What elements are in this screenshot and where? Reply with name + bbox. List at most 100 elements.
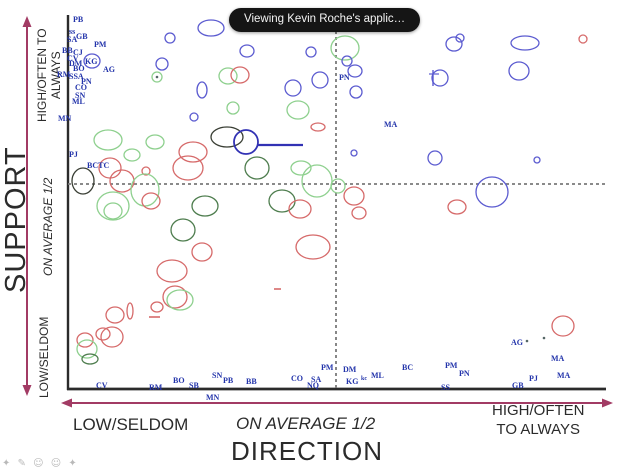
point-label: GB — [512, 381, 524, 390]
point-label: PB — [73, 15, 84, 24]
pencil-icon[interactable]: ✎ — [17, 458, 27, 469]
bubble — [166, 289, 194, 311]
point-label: BB — [246, 377, 257, 386]
point-label: AG — [103, 65, 115, 74]
bubble — [290, 160, 312, 176]
point-label: SN — [212, 371, 222, 380]
bubble — [150, 301, 164, 313]
viewing-toast: Viewing Kevin Roche's applic… — [229, 8, 421, 32]
point-label: SA — [311, 375, 321, 384]
bubble — [100, 326, 124, 348]
bubble — [164, 32, 176, 44]
bubble — [189, 112, 199, 122]
point-label: PN — [81, 77, 92, 86]
bubble — [230, 66, 250, 84]
bubble — [71, 167, 95, 195]
x-axis-title: DIRECTION — [231, 436, 383, 466]
point-label: MA — [384, 120, 398, 129]
bubble — [578, 34, 588, 44]
bubble — [510, 35, 540, 51]
point-label: BCTC — [87, 161, 109, 170]
bubble — [244, 156, 270, 180]
bubble — [350, 149, 358, 157]
bubble — [103, 202, 123, 220]
bubble — [343, 186, 365, 206]
point-label: ML — [72, 97, 85, 106]
bubble — [347, 64, 363, 78]
x-tick-high: HIGH/OFTEN TO ALWAYS — [492, 402, 585, 438]
bubble — [81, 353, 99, 365]
point-label: BO — [73, 64, 85, 73]
point-label: SS — [441, 383, 450, 392]
point-label: kc — [361, 376, 367, 382]
bubble — [76, 339, 98, 359]
bubble — [145, 134, 165, 150]
bubble — [310, 122, 326, 132]
bubble — [105, 306, 125, 324]
point-label: CV — [96, 381, 108, 390]
bubble — [268, 189, 296, 213]
bubble — [508, 61, 530, 81]
bubble — [226, 101, 240, 115]
bubble — [349, 85, 363, 99]
bubble — [93, 129, 123, 151]
point-label: MA — [557, 371, 571, 380]
point-label: CJ — [73, 48, 83, 57]
cursor-icon[interactable]: ✦ — [2, 458, 12, 469]
bubble — [83, 53, 101, 69]
direction-axis-arrow — [61, 398, 613, 408]
point-label: PM — [94, 40, 107, 49]
bubble — [551, 315, 575, 337]
point-label: SA — [67, 35, 77, 44]
bubble — [170, 218, 196, 242]
point-label: DM — [69, 59, 83, 68]
point-label: SSA — [69, 72, 84, 81]
bubble — [141, 166, 151, 176]
bubble — [475, 176, 509, 208]
bubble — [76, 332, 94, 348]
bubble — [197, 19, 225, 37]
point-label: BO — [173, 376, 185, 385]
point-label: MA — [551, 354, 565, 363]
bubbles-layer — [71, 19, 588, 365]
bubble — [196, 81, 208, 99]
bubble — [141, 192, 161, 210]
point-label: ML — [371, 371, 384, 380]
bubble — [284, 79, 302, 97]
point-label: CO — [291, 374, 303, 383]
bubble — [172, 155, 204, 181]
bubble — [239, 44, 255, 58]
bubble — [445, 36, 463, 52]
bubble — [330, 35, 360, 61]
point-label: MN — [58, 114, 72, 123]
point-label: RM — [57, 70, 71, 79]
point-label: ss — [69, 27, 75, 36]
bubble — [191, 195, 219, 217]
x-tick-low: LOW/SELDOM — [73, 415, 189, 434]
dot — [525, 339, 529, 343]
point-label: KG — [346, 377, 358, 386]
point-label: RM — [149, 383, 163, 392]
bubble — [295, 234, 331, 260]
bubble — [126, 302, 134, 320]
bubble — [191, 242, 213, 262]
bubble — [123, 148, 141, 162]
bubble — [95, 327, 111, 341]
bubble — [305, 46, 317, 58]
bubble — [233, 129, 259, 155]
point-label: GB — [76, 32, 88, 41]
bubble — [351, 206, 367, 220]
point-label: KG — [85, 57, 97, 66]
point-label: PN — [339, 73, 350, 82]
emoji2-icon[interactable]: ☺ — [50, 458, 63, 469]
stamp-icon[interactable]: ✦ — [68, 458, 78, 469]
bubble — [427, 150, 443, 166]
point-label: PJ — [529, 374, 538, 383]
point-label: SB — [189, 381, 199, 390]
bubble — [151, 71, 163, 83]
bubble — [455, 33, 465, 43]
emoji-icon[interactable]: ☺ — [33, 458, 45, 469]
bubble — [210, 126, 244, 148]
